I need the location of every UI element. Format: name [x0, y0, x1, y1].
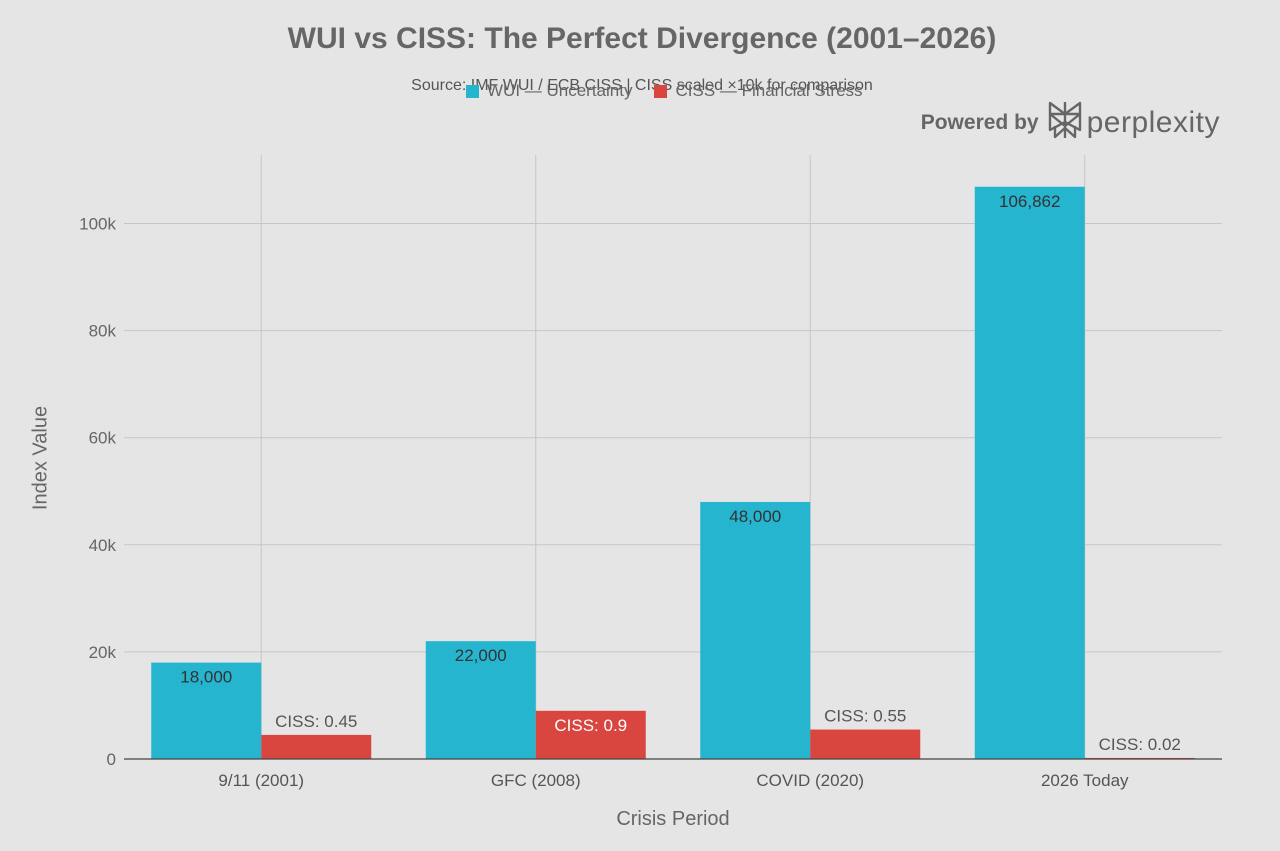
brand-name: perplexity	[1086, 105, 1220, 139]
chart-title: WUI vs CISS: The Perfect Divergence (200…	[287, 22, 997, 55]
data-label-wui: 106,862	[999, 192, 1060, 211]
x-tick-label: GFC (2008)	[491, 771, 581, 790]
bar-wui	[151, 662, 262, 759]
bar-wui	[974, 186, 1085, 760]
bar-ciss	[810, 729, 921, 759]
bar-wui	[700, 501, 811, 759]
powered-by-badge: Powered by perplexity	[921, 100, 1220, 145]
x-tick-label: COVID (2020)	[756, 771, 864, 790]
legend-label-ciss: CISS — Financial Stress	[675, 81, 863, 100]
data-label-ciss: CISS: 0.55	[824, 707, 906, 726]
legend-label-wui: WUI — Uncertainty	[487, 81, 633, 100]
legend: WUI — Uncertainty CISS — Financial Stres…	[466, 81, 885, 101]
legend-swatch-wui	[466, 84, 479, 98]
data-label-wui: 18,000	[180, 668, 232, 687]
legend-item-wui[interactable]: WUI — Uncertainty	[466, 81, 632, 101]
data-label-wui: 48,000	[729, 507, 781, 526]
legend-swatch-ciss	[654, 84, 668, 98]
perplexity-logo-icon	[1047, 100, 1083, 145]
x-tick-label: 9/11 (2001)	[218, 771, 304, 790]
bar-ciss	[261, 734, 372, 759]
data-label-wui: 22,000	[455, 646, 507, 665]
data-label-ciss: CISS: 0.02	[1099, 735, 1181, 754]
y-tick-label: 100k	[79, 215, 116, 234]
y-tick-label: 20k	[89, 643, 117, 662]
y-tick-label: 40k	[89, 536, 117, 555]
y-tick-label: 80k	[89, 322, 117, 341]
x-axis-label: Crisis Period	[616, 808, 730, 830]
data-label-ciss: CISS: 0.45	[275, 712, 357, 731]
legend-item-ciss[interactable]: CISS — Financial Stress	[654, 81, 863, 101]
x-tick-label: 2026 Today	[1041, 771, 1129, 790]
powered-by-text: Powered by	[920, 110, 1039, 134]
y-tick-label: 60k	[89, 429, 117, 448]
bar-ciss	[535, 710, 646, 759]
data-label-ciss: CISS: 0.9	[554, 716, 627, 735]
y-tick-label: 0	[107, 750, 116, 769]
bar-wui	[425, 641, 536, 759]
chart-subtitle: Source: IMF WUI / ECB CISS | CISS scaled…	[411, 77, 873, 94]
